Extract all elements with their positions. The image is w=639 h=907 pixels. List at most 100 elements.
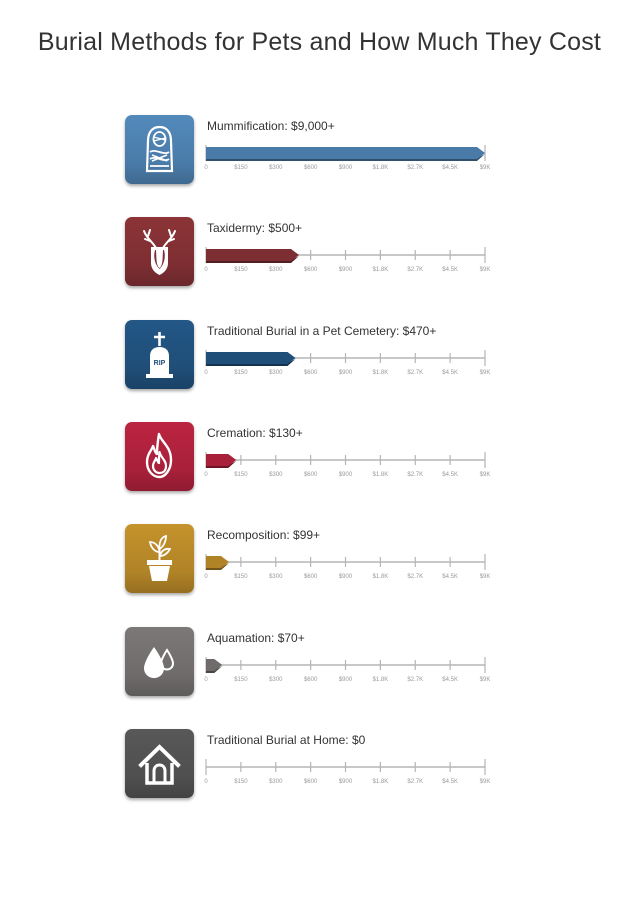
tick-label: $300 bbox=[269, 779, 283, 785]
chart-row: Recomposition: $99+ 0 $150 $300 $600 $900 $1.8… bbox=[0, 524, 639, 604]
tick-label: $900 bbox=[339, 165, 353, 171]
bar-shadow bbox=[206, 666, 223, 673]
bar bbox=[206, 147, 485, 159]
tick-label: $600 bbox=[304, 677, 318, 683]
tick-label: $600 bbox=[304, 472, 318, 478]
bar-shadow bbox=[206, 154, 485, 161]
icon-tile bbox=[125, 422, 194, 491]
gravestone-text: RIP bbox=[154, 360, 166, 367]
bar-label: Taxidermy: $500+ bbox=[207, 221, 303, 235]
bar-axis: 0 $150 $300 $600 $900 $1.8K $2.7K $4.5K $9K bbox=[204, 657, 491, 683]
tick-label: $600 bbox=[304, 267, 318, 273]
bar-label: Traditional Burial in a Pet Cemetery: $4… bbox=[207, 324, 437, 338]
tick-label: 0 bbox=[204, 165, 208, 171]
icon-tile: RIP bbox=[125, 320, 194, 389]
tick-label: $9K bbox=[480, 677, 491, 683]
icon-tile bbox=[125, 217, 194, 286]
tick-label: $300 bbox=[269, 677, 283, 683]
tick-label: $2.7K bbox=[407, 574, 423, 580]
tick-label: $9K bbox=[480, 779, 491, 785]
tick-label: $4.5K bbox=[442, 165, 458, 171]
tick-label: $900 bbox=[339, 267, 353, 273]
tick-label: $2.7K bbox=[407, 165, 423, 171]
bar-shadow bbox=[206, 461, 237, 468]
chart-row: RIP Traditional Burial in a Pet Cemetery:… bbox=[0, 320, 639, 400]
bar bbox=[206, 352, 296, 364]
bar-axis: 0 $150 $300 $600 $900 $1.8K $2.7K $4.5K $9K bbox=[204, 452, 491, 478]
gravestone-icon: RIP bbox=[146, 332, 173, 378]
potted-plant-icon bbox=[147, 534, 172, 581]
tick-label: $1.8K bbox=[373, 779, 389, 785]
chart-row: Taxidermy: $500+ 0 $150 $300 $600 $900 $1.8K $2… bbox=[0, 217, 639, 297]
flame-icon bbox=[145, 432, 173, 479]
tick-label: $2.7K bbox=[407, 267, 423, 273]
tick-label: $4.5K bbox=[442, 267, 458, 273]
bar-shadow bbox=[206, 359, 296, 366]
water-drops-icon bbox=[144, 647, 175, 678]
deer-head-icon bbox=[143, 229, 176, 275]
tick-label: $1.8K bbox=[373, 677, 389, 683]
bar bbox=[206, 249, 299, 261]
bar-axis: 0 $150 $300 $600 $900 $1.8K $2.7K $4.5K $9K bbox=[204, 145, 491, 171]
chart-row: Aquamation: $70+ 0 $150 $300 $600 $900 $1.8K $2… bbox=[0, 627, 639, 707]
chart-row: Traditional Burial at Home: $0 0 $150 $300 $… bbox=[0, 729, 639, 809]
tick-label: $300 bbox=[269, 472, 283, 478]
mummy-icon bbox=[145, 125, 174, 173]
chart-row: Mummification: $9,000+ 0 $150 $300 $600 $900 $… bbox=[0, 115, 639, 195]
tick-label: $300 bbox=[269, 165, 283, 171]
tick-label: $9K bbox=[480, 267, 491, 273]
tick-label: $600 bbox=[304, 165, 318, 171]
tick-label: $9K bbox=[480, 574, 491, 580]
bar-axis: 0 $150 $300 $600 $900 $1.8K $2.7K $4.5K $9K bbox=[204, 759, 491, 785]
tick-label: $4.5K bbox=[442, 370, 458, 376]
tick-label: $600 bbox=[304, 779, 318, 785]
tick-label: $150 bbox=[234, 370, 248, 376]
tick-label: $900 bbox=[339, 574, 353, 580]
tick-label: 0 bbox=[204, 677, 208, 683]
tick-label: $9K bbox=[480, 165, 491, 171]
tick-label: $1.8K bbox=[373, 472, 389, 478]
icon-tile bbox=[125, 729, 194, 798]
bar bbox=[206, 556, 230, 568]
tick-label: $150 bbox=[234, 472, 248, 478]
tick-label: $600 bbox=[304, 370, 318, 376]
tick-label: $2.7K bbox=[407, 472, 423, 478]
tick-label: $300 bbox=[269, 370, 283, 376]
tick-label: $900 bbox=[339, 677, 353, 683]
tick-label: $4.5K bbox=[442, 472, 458, 478]
bar-axis: 0 $150 $300 $600 $900 $1.8K $2.7K $4.5K $9K bbox=[204, 247, 491, 273]
tick-label: 0 bbox=[204, 574, 208, 580]
bar-axis: 0 $150 $300 $600 $900 $1.8K $2.7K $4.5K $9K bbox=[204, 554, 491, 580]
tick-label: $600 bbox=[304, 574, 318, 580]
chart-row: Cremation: $130+ 0 $150 $300 $600 $900 $1.8K $2… bbox=[0, 422, 639, 502]
tick-label: $300 bbox=[269, 267, 283, 273]
tick-label: $1.8K bbox=[373, 165, 389, 171]
tick-label: $900 bbox=[339, 472, 353, 478]
tick-label: 0 bbox=[204, 779, 208, 785]
tick-label: $4.5K bbox=[442, 574, 458, 580]
bar bbox=[206, 659, 223, 671]
bar bbox=[206, 454, 237, 466]
tick-label: $9K bbox=[480, 472, 491, 478]
tick-label: $4.5K bbox=[442, 779, 458, 785]
bar-axis: 0 $150 $300 $600 $900 $1.8K $2.7K $4.5K $9K bbox=[204, 350, 491, 376]
icon-tile bbox=[125, 115, 194, 184]
tick-label: $150 bbox=[234, 165, 248, 171]
tick-label: $900 bbox=[339, 370, 353, 376]
house-icon bbox=[138, 744, 181, 785]
icon-tile bbox=[125, 627, 194, 696]
bar-label: Traditional Burial at Home: $0 bbox=[207, 733, 366, 747]
tick-label: $150 bbox=[234, 779, 248, 785]
tick-label: $9K bbox=[480, 370, 491, 376]
bar-shadow bbox=[206, 563, 230, 570]
tick-label: 0 bbox=[204, 472, 208, 478]
bar-label: Aquamation: $70+ bbox=[207, 631, 305, 645]
tick-label: $2.7K bbox=[407, 779, 423, 785]
tick-label: $2.7K bbox=[407, 370, 423, 376]
tick-label: $150 bbox=[234, 267, 248, 273]
tick-label: $1.8K bbox=[373, 370, 389, 376]
bar-label: Mummification: $9,000+ bbox=[207, 119, 335, 133]
tick-label: $150 bbox=[234, 677, 248, 683]
tick-label: $900 bbox=[339, 779, 353, 785]
bar-shadow bbox=[206, 256, 299, 263]
